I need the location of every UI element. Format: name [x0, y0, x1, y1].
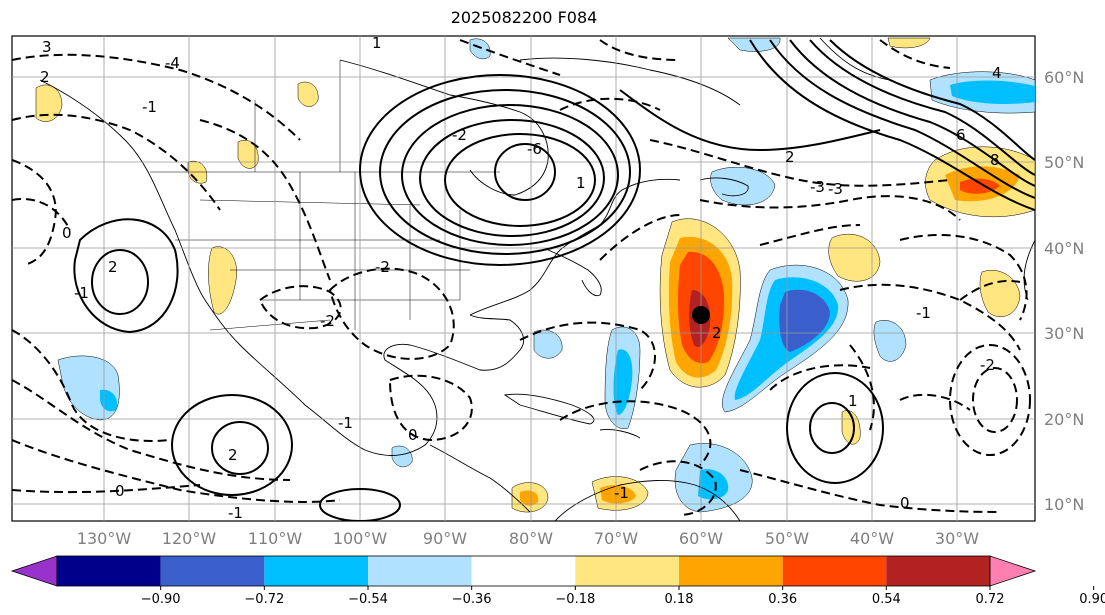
colorbar-cell [160, 556, 265, 586]
shaded-anomalies [35, 37, 1035, 513]
svg-text:1: 1 [848, 392, 858, 410]
colorbar-max-arrow [989, 555, 1037, 587]
colorbar-frame [56, 555, 991, 587]
svg-text:90°W: 90°W [423, 529, 467, 548]
svg-text:-1: -1 [614, 484, 629, 502]
svg-text:2: 2 [712, 324, 722, 342]
colorbar-tick-label: −0.90 [141, 592, 181, 607]
svg-text:10°N: 10°N [1044, 495, 1084, 514]
colorbar-tick-label: −0.54 [348, 592, 388, 607]
contour-labels: 3 2 1 -1 -2 -3 -4 -6 4 6 8 0 -1 2 -2 -1 … [40, 34, 1002, 522]
svg-text:-1: -1 [142, 98, 157, 116]
svg-text:70°W: 70°W [594, 529, 638, 548]
svg-text:6: 6 [956, 126, 966, 144]
svg-text:-1: -1 [74, 284, 89, 302]
colorbar-cell [57, 556, 161, 586]
svg-text:130°W: 130°W [77, 529, 132, 548]
svg-text:2: 2 [785, 148, 795, 166]
svg-text:0: 0 [900, 494, 910, 512]
svg-text:60°W: 60°W [679, 529, 723, 548]
svg-text:80°W: 80°W [509, 529, 553, 548]
storm-center-marker [692, 306, 710, 324]
svg-text:-3: -3 [828, 180, 843, 198]
colorbar-tick-label: −0.36 [452, 592, 492, 607]
colorbar-cell [886, 556, 990, 586]
svg-text:-2: -2 [320, 312, 335, 330]
svg-text:110°W: 110°W [248, 529, 303, 548]
colorbar-cell [368, 556, 472, 586]
colorbar-cell [679, 556, 783, 586]
svg-text:-6: -6 [527, 140, 542, 158]
svg-text:2: 2 [40, 68, 50, 86]
colorbar-tick-label: 0.18 [665, 592, 694, 607]
svg-text:3: 3 [42, 38, 52, 56]
svg-text:-2: -2 [375, 258, 390, 276]
colorbar-tick-label: 0.54 [872, 592, 901, 607]
svg-text:2: 2 [108, 258, 118, 276]
colorbar-cell [782, 556, 887, 586]
colorbar-tick-label: −0.18 [555, 592, 595, 607]
negative-contours [12, 39, 1031, 516]
map-title: 2025082200 F084 [450, 8, 598, 27]
svg-text:30°W: 30°W [935, 529, 979, 548]
svg-text:1: 1 [576, 174, 586, 192]
svg-text:50°N: 50°N [1044, 153, 1084, 172]
positive-contours [73, 39, 1035, 521]
svg-text:0: 0 [62, 224, 72, 242]
colorbar-cell [471, 556, 576, 586]
svg-text:50°W: 50°W [765, 529, 809, 548]
svg-text:-1: -1 [228, 504, 243, 522]
svg-text:-2: -2 [980, 356, 995, 374]
colorbar-min-arrow [10, 555, 58, 587]
svg-text:-1: -1 [338, 414, 353, 432]
colorbar-tick-label: 0.36 [768, 592, 797, 607]
svg-text:30°N: 30°N [1044, 324, 1084, 343]
svg-text:-3: -3 [810, 178, 825, 196]
colorbar-cell [264, 556, 368, 586]
svg-text:8: 8 [990, 151, 1000, 169]
svg-text:-2: -2 [452, 126, 467, 144]
colorbar-tick-label: 0.72 [976, 592, 1005, 607]
map-frame [11, 35, 1036, 522]
svg-text:-4: -4 [165, 54, 180, 72]
svg-text:0: 0 [115, 482, 125, 500]
svg-text:40°W: 40°W [850, 529, 894, 548]
svg-text:40°N: 40°N [1044, 239, 1084, 258]
svg-text:120°W: 120°W [162, 529, 217, 548]
svg-text:4: 4 [992, 64, 1002, 82]
colorbar: −0.90 −0.72 −0.54 −0.36 −0.18 0.18 0.36 0.54 0.7… [10, 555, 1105, 607]
svg-text:0: 0 [408, 426, 418, 444]
colorbar-tick-label: 0.90 [1079, 592, 1105, 607]
svg-text:20°N: 20°N [1044, 410, 1084, 429]
latitude-labels: 60°N 50°N 40°N 30°N 20°N 10°N [1044, 68, 1084, 514]
svg-text:1: 1 [372, 34, 382, 52]
svg-text:60°N: 60°N [1044, 68, 1084, 87]
colorbar-tick-label: −0.72 [244, 592, 284, 607]
svg-text:-1: -1 [916, 304, 931, 322]
svg-text:2: 2 [228, 446, 238, 464]
colorbar-cell [575, 556, 679, 586]
longitude-labels: 130°W 120°W 110°W 100°W 90°W 80°W 70°W 6… [77, 529, 979, 548]
svg-text:100°W: 100°W [333, 529, 388, 548]
